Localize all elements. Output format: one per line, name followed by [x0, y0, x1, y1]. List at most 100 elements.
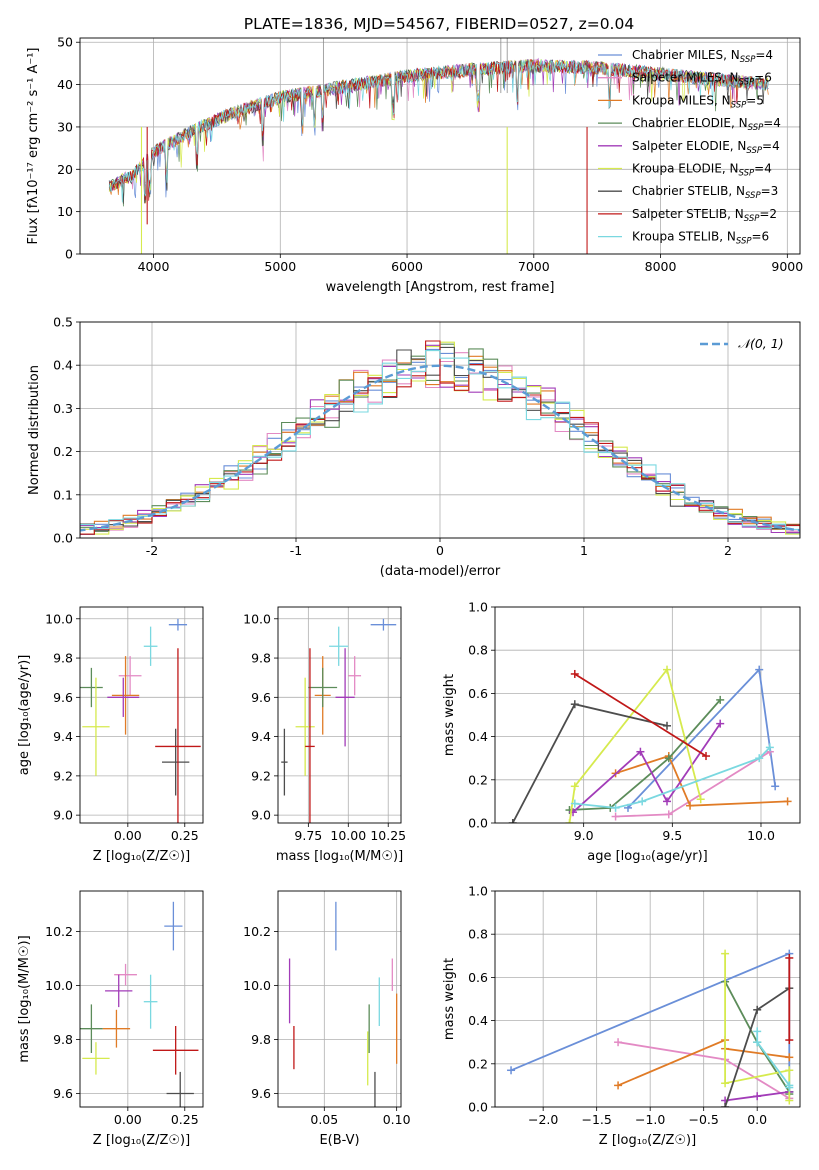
weight-marker — [508, 819, 517, 823]
x-tick-label: 0.00 — [114, 828, 142, 843]
y-tick-label: 9.4 — [53, 729, 73, 744]
legend-label-salpeter-stelib: Salpeter STELIB, NSSP=2 — [632, 207, 777, 224]
errorbar-salpeter-miles — [348, 656, 362, 696]
x-axis-label: age [log₁₀(age/yr)] — [587, 849, 708, 864]
weight-series-kroupa-elodie — [565, 665, 705, 823]
weight-marker — [721, 1079, 730, 1088]
age-vs-z-grid — [80, 607, 203, 823]
weight-series-kroupa-stelib — [570, 743, 774, 812]
errorbar-kroupa-miles — [102, 1009, 131, 1048]
errorbar-chabrier-miles — [168, 618, 188, 631]
x-tick-label: 6000 — [391, 259, 423, 274]
x-tick-label: 0.25 — [171, 1112, 199, 1127]
weight-vs-z-plot-area — [507, 949, 794, 1107]
y-tick-label: 10.0 — [243, 611, 271, 626]
errorbar-chabrier-stelib — [162, 728, 190, 796]
legend-label-normal: 𝒩(0, 1) — [738, 336, 784, 351]
y-axis-label: mass weight — [442, 674, 457, 756]
y-tick-label: 9.8 — [251, 651, 271, 666]
errorbar-salpeter-stelib — [305, 648, 315, 823]
legend-label-chabrier-elodie: Chabrier ELODIE, NSSP=4 — [632, 116, 781, 133]
plots-layer: 4000 5000 6000 7000 8000 900001020304050wavel… — [17, 35, 803, 1148]
panel-weight-vs-z: −2.0 −1.5 −1.0 −0.5 0.0 0.0 0.2 0.4 0.6 0.8 1.0 Z [… — [442, 884, 801, 1148]
age-vs-z-frame — [79, 606, 204, 824]
x-tick-label: −0.5 — [689, 1112, 719, 1127]
spectrum-legend: Chabrier MILES, NSSP=4 Salpeter MILES, NS… — [598, 48, 781, 247]
y-tick-label: 9.4 — [251, 729, 271, 744]
weight-marker — [611, 803, 620, 812]
weight-marker — [765, 743, 774, 752]
y-tick-label: 0.1 — [53, 487, 73, 502]
weight-marker — [785, 1053, 794, 1062]
weight-marker — [611, 812, 620, 821]
x-axis-label: E(B-V) — [319, 1133, 359, 1148]
y-tick-label: 9.0 — [251, 808, 271, 823]
age-vs-z-plot-area — [80, 618, 201, 823]
weight-marker — [663, 797, 672, 806]
y-tick-label: 1.0 — [468, 884, 488, 899]
y-tick-label: 0.3 — [53, 401, 73, 416]
x-tick-label: 9.0 — [574, 828, 594, 843]
spectrum-frame — [79, 37, 801, 255]
weight-marker — [755, 665, 764, 674]
y-tick-label: 9.0 — [53, 808, 73, 823]
x-tick-label: −1.0 — [635, 1112, 665, 1127]
age-vs-z-ticks: 0.00 0.25 9.0 9.2 9.4 9.6 9.8 10.0 — [45, 611, 199, 843]
x-tick-label: 10.0 — [747, 828, 775, 843]
y-tick-label: 10.2 — [243, 924, 271, 939]
weight-series-salpeter-stelib — [785, 953, 794, 1045]
weight-line — [574, 673, 707, 757]
x-axis-label: mass [log₁₀(M/M☉)] — [276, 849, 403, 864]
weight-marker — [614, 1038, 623, 1047]
mass-vs-z-frame — [79, 890, 204, 1108]
normal-reference-curve — [80, 364, 800, 532]
weight-marker — [771, 782, 780, 791]
weight-vs-z-frame — [494, 890, 801, 1108]
x-tick-label: 0.0 — [747, 1112, 767, 1127]
errorbar-salpeter-elodie — [105, 974, 133, 1008]
y-tick-label: 1.0 — [468, 600, 488, 615]
weight-marker — [614, 1081, 623, 1090]
weight-marker — [570, 669, 579, 678]
panel-spectrum: 4000 5000 6000 7000 8000 9000 0 10 20 30 40 50 wavel… — [26, 35, 803, 295]
weight-marker — [753, 1027, 762, 1036]
spectrum-line-salpeter-stelib — [109, 58, 769, 201]
y-tick-label: 9.8 — [251, 1032, 271, 1047]
errorbar-kroupa-stelib — [329, 626, 349, 666]
errorbar-chabrier-miles — [370, 618, 397, 631]
weight-marker — [785, 1036, 794, 1045]
weight-marker — [785, 1096, 794, 1105]
errorbar-kroupa-elodie — [295, 677, 315, 776]
y-axis-label: Normed distribution — [27, 365, 42, 495]
weight-marker — [565, 819, 574, 823]
y-tick-label: 9.8 — [53, 1032, 73, 1047]
weight-marker — [753, 1092, 762, 1101]
y-tick-label: 10.2 — [45, 924, 73, 939]
panel-mass-vs-z: 0.00 0.25 9.6 9.8 10.0 10.2 Z [log₁₀(Z/Z☉)] mas… — [17, 890, 204, 1148]
legend-label-chabrier-stelib: Chabrier STELIB, NSSP=3 — [632, 184, 778, 201]
y-tick-label: 0.4 — [468, 1013, 488, 1028]
errorbar-salpeter-elodie — [335, 648, 355, 747]
errorbar-chabrier-stelib — [281, 728, 288, 796]
weight-marker — [570, 700, 579, 709]
x-axis-label: Z [log₁₀(Z/Z☉)] — [93, 849, 190, 864]
weight-marker — [663, 721, 672, 730]
y-tick-label: 9.2 — [53, 768, 73, 783]
x-tick-label: 10.00 — [330, 828, 366, 843]
figure-title: PLATE=1836, MJD=54567, FIBERID=0527, z=0… — [244, 15, 634, 33]
errorbar-chabrier-elodie — [80, 1004, 103, 1053]
weight-series-salpeter-elodie — [569, 719, 725, 817]
weight-vs-age-frame — [494, 606, 801, 824]
x-tick-label: 0.00 — [114, 1112, 142, 1127]
panel-weight-vs-age: 9.0 9.5 10.0 0.0 0.2 0.4 0.6 0.8 1.0 age [log₁₀(a… — [442, 600, 801, 864]
x-tick-label: 10.25 — [370, 828, 406, 843]
weight-series-salpeter-stelib — [570, 669, 711, 761]
errorbar-salpeter-miles — [114, 963, 137, 986]
y-tick-label: 0.8 — [468, 927, 488, 942]
weight-vs-age-ticks: 9.0 9.5 10.0 0.0 0.2 0.4 0.6 0.8 1.0 — [468, 600, 775, 844]
y-tick-label: 0.0 — [468, 816, 488, 831]
y-tick-label: 9.6 — [53, 1086, 73, 1101]
weight-series-salpeter-elodie — [721, 1087, 794, 1105]
weight-marker — [636, 747, 645, 756]
errorbar-kroupa-elodie — [82, 1042, 110, 1075]
